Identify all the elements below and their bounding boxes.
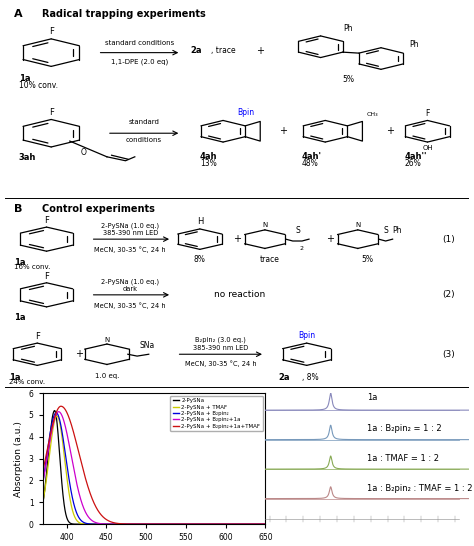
- Text: 16% conv.: 16% conv.: [14, 264, 50, 270]
- Text: 5%: 5%: [343, 75, 355, 84]
- Text: , 8%: , 8%: [302, 373, 319, 382]
- Text: , trace: , trace: [211, 46, 236, 55]
- Text: F: F: [44, 272, 49, 281]
- Text: MeCN, 30-35 °C, 24 h: MeCN, 30-35 °C, 24 h: [94, 302, 166, 309]
- Text: SNa: SNa: [139, 341, 155, 349]
- Text: H: H: [197, 217, 203, 226]
- Text: 2: 2: [300, 246, 304, 251]
- Text: no reaction: no reaction: [214, 290, 265, 299]
- Text: +: +: [326, 234, 334, 244]
- Text: +: +: [75, 349, 83, 359]
- Text: 5%: 5%: [361, 255, 373, 264]
- Text: 4ah': 4ah': [302, 152, 322, 161]
- Text: Ph: Ph: [344, 24, 353, 33]
- Text: +: +: [280, 126, 287, 136]
- Text: 24% conv.: 24% conv.: [9, 379, 46, 385]
- Text: 8%: 8%: [194, 255, 206, 264]
- Text: F: F: [35, 333, 40, 341]
- Text: F: F: [44, 216, 49, 225]
- Text: standard: standard: [128, 120, 160, 126]
- Text: 385-390 nm LED: 385-390 nm LED: [193, 345, 248, 351]
- Text: O: O: [81, 149, 87, 157]
- Text: 1a : B₂pin₂ : TMAF = 1 : 2 : 2: 1a : B₂pin₂ : TMAF = 1 : 2 : 2: [367, 484, 474, 493]
- Text: 10% conv.: 10% conv.: [18, 81, 58, 90]
- Text: (3): (3): [443, 350, 456, 359]
- Legend: 2-PySNa, 2-PySNa + TMAF, 2-PySNa + B₂pin₂, 2-PySNa + B₂pin₂+1a, 2-PySNa + B₂pin₂: 2-PySNa, 2-PySNa + TMAF, 2-PySNa + B₂pin…: [170, 396, 263, 431]
- Text: 2-PySNa (1.0 eq.): 2-PySNa (1.0 eq.): [101, 278, 159, 284]
- Text: B₂pin₂ (3.0 eq.): B₂pin₂ (3.0 eq.): [195, 336, 246, 343]
- Text: 2-PySNa (1.0 eq.): 2-PySNa (1.0 eq.): [101, 222, 159, 229]
- Text: 385-390 nm LED: 385-390 nm LED: [102, 230, 158, 236]
- Text: B: B: [14, 204, 22, 214]
- Text: 2a: 2a: [279, 373, 290, 382]
- Text: 1.0 eq.: 1.0 eq.: [95, 373, 119, 379]
- Text: 2a: 2a: [191, 46, 202, 55]
- Text: standard conditions: standard conditions: [105, 40, 174, 46]
- Text: OH: OH: [422, 145, 433, 151]
- Text: 1a : TMAF = 1 : 2: 1a : TMAF = 1 : 2: [367, 454, 439, 463]
- Text: N: N: [104, 336, 109, 342]
- Text: 1a : B₂pin₂ = 1 : 2: 1a : B₂pin₂ = 1 : 2: [367, 424, 442, 433]
- Text: 13%: 13%: [200, 159, 217, 168]
- Text: A: A: [14, 9, 23, 20]
- Text: 48%: 48%: [302, 159, 319, 168]
- Text: 26%: 26%: [404, 159, 421, 168]
- Text: 1a: 1a: [18, 74, 30, 83]
- Text: MeCN, 30-35 °C, 24 h: MeCN, 30-35 °C, 24 h: [185, 361, 256, 367]
- Text: Ph: Ph: [392, 225, 402, 234]
- Text: CH₃: CH₃: [367, 112, 379, 117]
- Text: 1a: 1a: [9, 373, 21, 382]
- Text: (2): (2): [443, 290, 456, 299]
- Text: Bpin: Bpin: [298, 331, 315, 340]
- Text: F: F: [49, 108, 54, 116]
- Text: 3ah: 3ah: [18, 153, 36, 162]
- Text: Bpin: Bpin: [238, 108, 255, 116]
- Text: 4ah: 4ah: [200, 152, 218, 161]
- Text: +: +: [255, 46, 264, 56]
- Text: 4ah'': 4ah'': [404, 152, 427, 161]
- Text: S: S: [295, 227, 300, 235]
- Text: conditions: conditions: [126, 137, 162, 143]
- Text: F: F: [49, 27, 54, 36]
- Text: 1a: 1a: [367, 393, 378, 402]
- Y-axis label: Absorption (a.u.): Absorption (a.u.): [14, 421, 23, 496]
- Text: +: +: [233, 234, 241, 244]
- Text: Radical trapping experiments: Radical trapping experiments: [42, 9, 206, 20]
- Text: Ph: Ph: [409, 40, 419, 49]
- Text: Control experiments: Control experiments: [42, 204, 155, 214]
- Text: 1a: 1a: [14, 258, 26, 266]
- Text: 1,1-DPE (2.0 eq): 1,1-DPE (2.0 eq): [111, 58, 168, 65]
- Text: N: N: [355, 222, 360, 228]
- Text: trace: trace: [260, 255, 280, 264]
- Text: +: +: [386, 126, 394, 136]
- Text: (1): (1): [443, 235, 456, 244]
- Text: 1a: 1a: [14, 313, 26, 322]
- Text: MeCN, 30-35 °C, 24 h: MeCN, 30-35 °C, 24 h: [94, 247, 166, 253]
- Text: S: S: [383, 225, 388, 234]
- Text: N: N: [262, 222, 267, 228]
- Text: F: F: [425, 110, 429, 118]
- Text: dark: dark: [123, 286, 137, 292]
